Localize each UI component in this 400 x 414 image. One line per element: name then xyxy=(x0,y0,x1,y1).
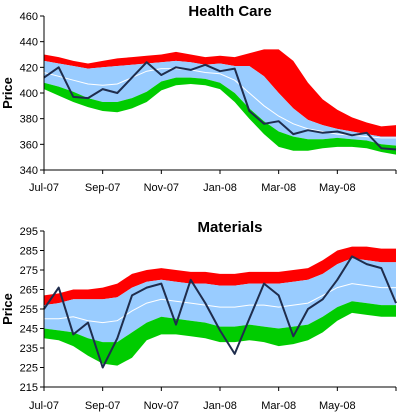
materials-price-line xyxy=(43,255,397,369)
health-care-x-tick-label: Mar-08 xyxy=(261,182,296,194)
health-care-y-tick-label: 360 xyxy=(20,139,38,151)
health-care-chart: 340 360 380 400 420 440 460 Jul-07 Sep-07 Nov-07 J… xyxy=(0,3,397,194)
health-care-price-line xyxy=(43,61,397,151)
health-care-x-tick-label: Jul-07 xyxy=(29,182,59,194)
materials-x-tick-label: Jan-08 xyxy=(203,400,237,412)
materials-y-tick-label: 265 xyxy=(20,285,38,297)
health-care-lower-band xyxy=(44,77,396,155)
materials-y-tick-label: 245 xyxy=(20,324,38,336)
materials-y-tick-label: 225 xyxy=(20,363,38,375)
materials-y-tick-label: 215 xyxy=(20,382,38,394)
materials-y-tick-label: 295 xyxy=(20,226,38,238)
materials-center-line xyxy=(44,283,396,324)
materials-x-tick-label: Nov-07 xyxy=(144,400,179,412)
health-care-upper-band xyxy=(44,49,396,137)
health-care-y-tick-label: 440 xyxy=(20,37,38,49)
materials-x-tick-label: Jul-07 xyxy=(29,400,59,412)
health-care-x-tick-label: May-08 xyxy=(319,182,356,194)
materials-y-tick-label: 285 xyxy=(20,246,38,258)
health-care-center-line xyxy=(43,68,396,139)
materials-lower-band xyxy=(44,301,396,366)
materials-middle-band xyxy=(44,258,396,343)
materials-y-tick-label: 275 xyxy=(20,265,38,277)
health-care-x-tick-label: Jan-08 xyxy=(203,182,237,194)
materials-y-tick-label: 255 xyxy=(20,304,38,316)
health-care-y-tick-label: 420 xyxy=(20,62,38,74)
materials-y-axis-label: Price xyxy=(0,293,15,325)
health-care-y-tick-label: 460 xyxy=(20,11,38,23)
health-care-y-tick-label: 340 xyxy=(20,165,38,177)
health-care-y-tick-label: 400 xyxy=(20,88,38,100)
health-care-middle-band xyxy=(44,60,396,146)
materials-y-tick-label: 235 xyxy=(20,343,38,355)
materials-chart-title: Materials xyxy=(197,219,262,236)
health-care-chart-title: Health Care xyxy=(188,3,271,20)
health-care-x-tick-label: Sep-07 xyxy=(85,182,120,194)
materials-x-tick-label: Sep-07 xyxy=(85,400,120,412)
materials-x-tick-label: May-08 xyxy=(319,400,356,412)
materials-chart: 215 225 235 245 255 265 275 285 295 Jul-07 Sep-07 N… xyxy=(0,219,397,412)
health-care-y-tick-label: 380 xyxy=(20,114,38,126)
health-care-x-tick-label: Nov-07 xyxy=(144,182,179,194)
materials-x-tick-label: Mar-08 xyxy=(261,400,296,412)
health-care-y-axis-label: Price xyxy=(0,77,15,109)
materials-upper-band xyxy=(44,246,396,306)
